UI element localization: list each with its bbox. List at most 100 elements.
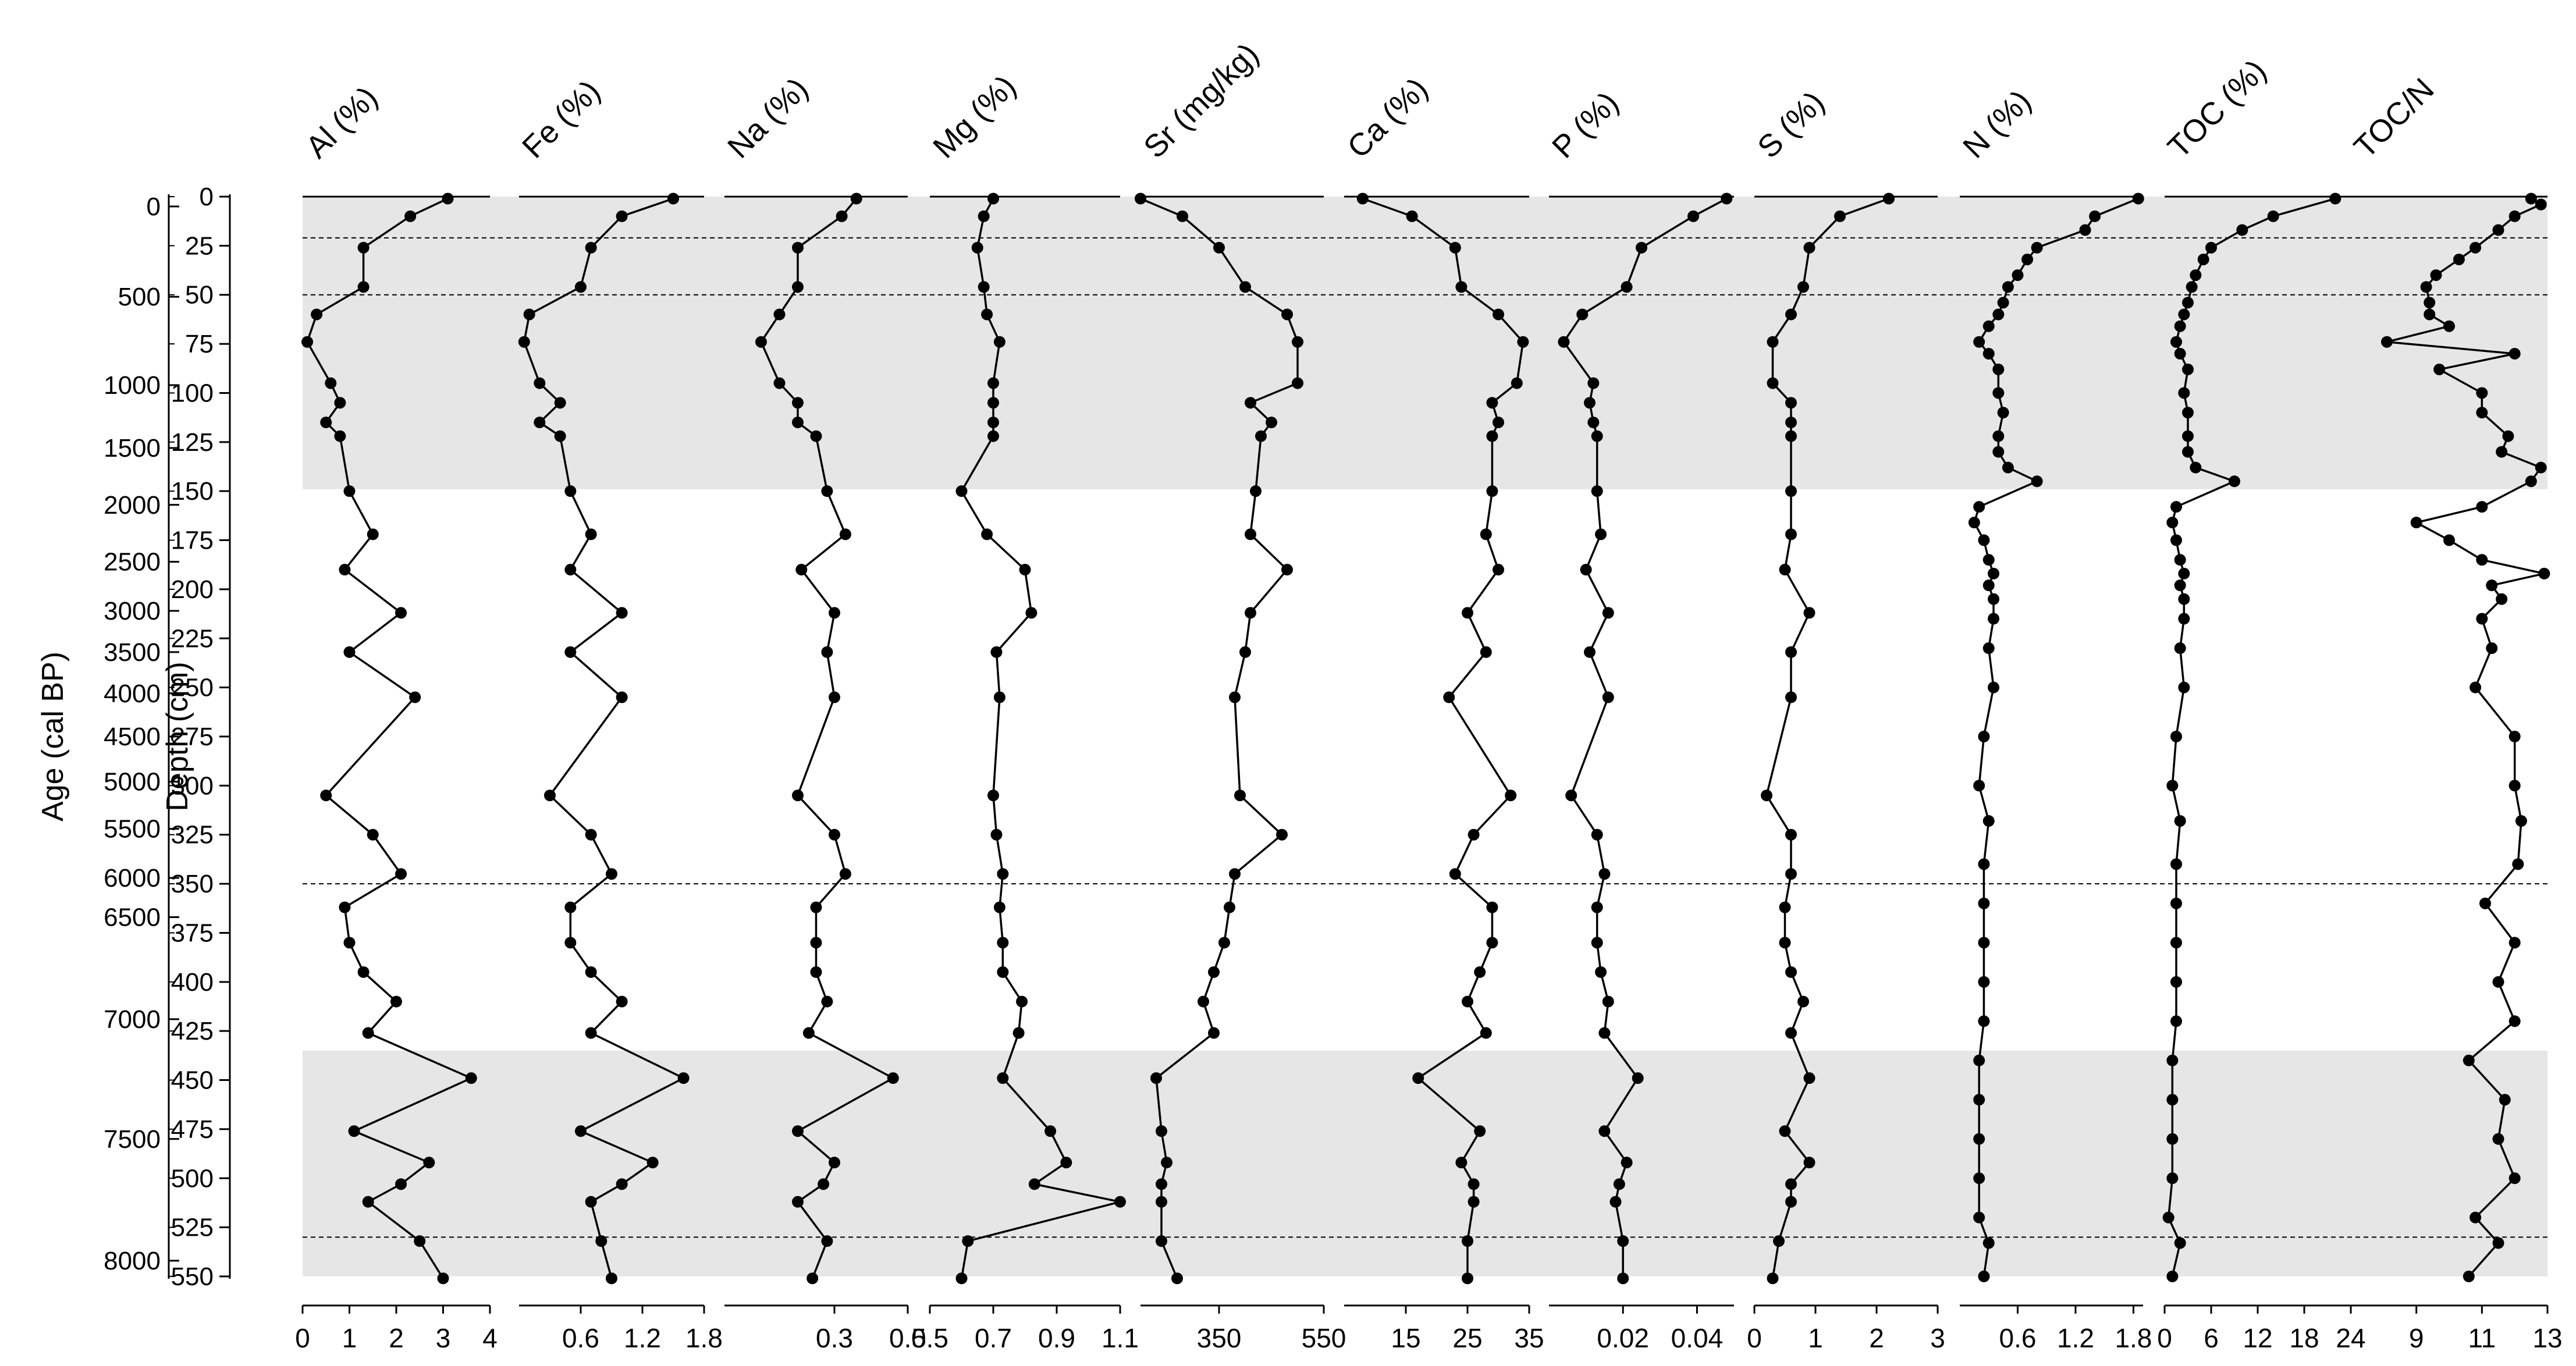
data-point-toc xyxy=(2170,937,2182,949)
data-point-mg xyxy=(978,281,990,293)
data-point-toc-n xyxy=(2509,1172,2521,1184)
data-point-p xyxy=(1598,1125,1611,1137)
data-point-mg xyxy=(987,193,999,205)
depth-tick-label-275: 275 xyxy=(171,723,214,751)
data-point-s xyxy=(1785,1178,1797,1190)
data-point-toc-n xyxy=(2525,193,2537,205)
data-point-toc xyxy=(2170,501,2182,513)
depth-tick-label-225: 225 xyxy=(171,624,214,653)
data-point-s xyxy=(1767,1272,1779,1285)
panel-title-ca: Ca (%) xyxy=(1341,71,1434,165)
x-tick-label-al-1: 1 xyxy=(342,1323,357,1353)
depth-tick-label-25: 25 xyxy=(185,232,214,260)
data-point-ca xyxy=(1474,966,1486,978)
data-point-mg xyxy=(993,901,1005,913)
data-point-toc-n xyxy=(2525,475,2537,488)
data-point-fe xyxy=(575,281,587,293)
data-point-toc-n xyxy=(2535,198,2547,211)
data-point-sr-mg-kg xyxy=(1239,646,1251,658)
data-point-fe xyxy=(616,607,628,619)
data-point-toc xyxy=(2166,517,2179,529)
data-point-na xyxy=(773,308,786,321)
data-point-na xyxy=(821,995,833,1008)
data-point-sr-mg-kg xyxy=(1171,1272,1183,1285)
data-point-s xyxy=(1767,377,1779,389)
data-point-toc xyxy=(2197,253,2209,265)
data-point-al xyxy=(334,397,346,409)
data-point-toc-n xyxy=(2470,241,2482,254)
x-tick-label-toc-12: 12 xyxy=(2243,1323,2272,1353)
data-point-sr-mg-kg xyxy=(1224,901,1235,913)
data-point-al xyxy=(343,485,356,497)
data-point-sr-mg-kg xyxy=(1208,966,1220,978)
depth-tick-label-550: 550 xyxy=(171,1262,214,1291)
data-point-s xyxy=(1785,646,1797,658)
data-point-al xyxy=(339,901,351,913)
data-point-toc xyxy=(2166,1172,2179,1184)
data-point-p xyxy=(1721,193,1733,205)
data-point-toc xyxy=(2170,731,2182,742)
data-point-toc-n xyxy=(2420,281,2432,293)
data-point-ca xyxy=(1480,528,1492,540)
data-point-toc-n xyxy=(2538,567,2550,579)
data-point-s xyxy=(1785,1196,1797,1208)
data-point-na xyxy=(792,417,804,429)
data-point-s xyxy=(1797,281,1809,293)
data-point-sr-mg-kg xyxy=(1229,691,1241,703)
data-point-al xyxy=(367,828,379,841)
data-point-toc-n xyxy=(2492,1237,2504,1249)
data-point-p xyxy=(1587,417,1600,429)
panel-title-al: Al (%) xyxy=(299,80,384,165)
data-point-n xyxy=(1968,517,1980,529)
data-point-sr-mg-kg xyxy=(1234,789,1246,802)
data-point-toc xyxy=(2178,613,2190,625)
data-point-n xyxy=(2031,241,2043,254)
data-point-ca xyxy=(1468,1196,1480,1208)
data-point-mg xyxy=(987,397,999,409)
data-point-fe xyxy=(534,377,546,389)
data-point-toc-n xyxy=(2509,1015,2521,1027)
data-point-mg xyxy=(997,1072,1009,1084)
depth-tick-label-50: 50 xyxy=(185,281,214,310)
depth-tick-label-400: 400 xyxy=(171,968,214,997)
data-point-p xyxy=(1565,789,1577,802)
shaded-interval-1 xyxy=(303,197,2547,489)
data-point-toc-n xyxy=(2499,1094,2511,1106)
data-point-n xyxy=(1992,308,2005,321)
data-point-p xyxy=(1580,564,1592,576)
data-point-n xyxy=(1978,534,1990,546)
panel-title-toc: TOC (%) xyxy=(2161,53,2273,165)
data-point-toc xyxy=(2182,446,2194,458)
data-point-mg xyxy=(981,528,993,540)
data-point-fe xyxy=(564,646,577,658)
depth-tick-label-75: 75 xyxy=(185,330,214,358)
data-point-toc-n xyxy=(2380,336,2393,348)
data-point-sr-mg-kg xyxy=(1218,937,1230,949)
data-point-toc-n xyxy=(2463,1054,2475,1066)
data-point-ca xyxy=(1480,1027,1492,1039)
data-point-na xyxy=(829,828,840,841)
data-point-al xyxy=(465,1072,477,1084)
data-point-p xyxy=(1598,868,1611,880)
age-tick-label-6500: 6500 xyxy=(104,903,161,931)
data-point-sr-mg-kg xyxy=(1292,377,1303,389)
data-point-al xyxy=(348,1125,360,1137)
data-point-al xyxy=(357,281,369,293)
x-tick-label-mg-0-7: 0.7 xyxy=(975,1323,1012,1353)
x-tick-label-toc-n-13: 13 xyxy=(2532,1323,2562,1353)
x-tick-label-na-0-3: 0.3 xyxy=(816,1323,853,1353)
data-point-sr-mg-kg xyxy=(1229,868,1241,880)
data-point-fe xyxy=(523,308,535,321)
data-point-n xyxy=(1978,1271,1990,1282)
data-point-ca xyxy=(1468,828,1480,841)
data-point-toc xyxy=(2170,976,2182,988)
data-point-toc-n xyxy=(2512,858,2524,870)
data-point-al xyxy=(362,1027,374,1039)
x-tick-label-n-0-6: 0.6 xyxy=(1999,1323,2036,1353)
data-point-sr-mg-kg xyxy=(1281,564,1293,576)
data-point-na xyxy=(792,789,804,802)
data-point-al xyxy=(423,1157,435,1169)
data-point-al xyxy=(357,966,369,978)
data-point-mg xyxy=(993,691,1005,703)
data-point-n xyxy=(1973,1211,1985,1223)
